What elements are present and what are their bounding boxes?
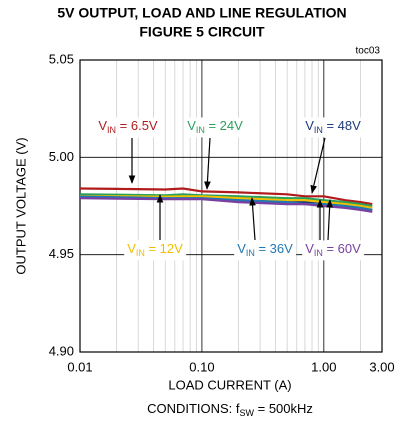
annotation-sub: IN [136, 248, 145, 258]
annotation-sub: IN [196, 125, 205, 135]
annotation-arrow [249, 197, 256, 241]
annotation-text: = 24V [205, 118, 243, 133]
conditions-sub: SW [240, 408, 255, 418]
conditions-text: = 500kHz [254, 401, 313, 416]
annotation-text: V [187, 118, 196, 133]
annotation-text: V [305, 118, 314, 133]
annotation: VIN = 12V [127, 241, 183, 258]
annotation-bg [184, 117, 247, 138]
x-tick-label: 3.00 [369, 359, 394, 374]
y-tick-label: 5.05 [49, 51, 74, 66]
annotation-text: V [98, 118, 107, 133]
y-tick-label: 4.95 [49, 246, 74, 261]
annotation-sub: IN [314, 248, 323, 258]
x-tick-label: 0.10 [189, 359, 214, 374]
chart-title: FIGURE 5 CIRCUIT [139, 24, 265, 40]
annotation-text: = 6.5V [116, 118, 158, 133]
annotation-arrow [310, 137, 326, 194]
annotation-bg [302, 240, 365, 261]
annotation-text: = 48V [323, 118, 361, 133]
annotation-bg [302, 117, 365, 138]
annotation-bg [124, 240, 187, 261]
annotation-text: V [305, 241, 314, 256]
corner-label: toc03 [356, 46, 381, 57]
annotation-arrow [326, 199, 333, 241]
conditions: CONDITIONS: fSW = 500kHz [147, 401, 313, 418]
conditions-text: CONDITIONS: f [147, 401, 240, 416]
y-axis-label: OUTPUT VOLTAGE (V) [13, 137, 28, 274]
annotation-text: = 12V [145, 241, 183, 256]
annotation: VIN = 60V [305, 241, 361, 258]
annotation: VIN = 6.5V [98, 118, 158, 135]
annotation-arrow [204, 137, 211, 190]
x-axis-label: LOAD CURRENT (A) [168, 377, 291, 392]
x-tick-label: 1.00 [311, 359, 336, 374]
y-tick-label: 5.00 [49, 149, 74, 164]
annotation-text: V [237, 241, 246, 256]
y-tick-label: 4.90 [49, 343, 74, 358]
series-line [79, 187, 373, 206]
annotation-sub: IN [314, 125, 323, 135]
annotation: VIN = 24V [187, 118, 243, 135]
plot-border [79, 59, 383, 353]
annotation-sub: IN [246, 248, 255, 258]
annotation-sub: IN [107, 125, 116, 135]
chart-title: 5V OUTPUT, LOAD AND LINE REGULATION [57, 5, 346, 21]
annotation-bg [95, 117, 161, 138]
annotation-bg [234, 240, 297, 261]
annotation: VIN = 36V [237, 241, 293, 258]
annotation-text: = 60V [323, 241, 361, 256]
annotation-text: V [127, 241, 136, 256]
x-tick-label: 0.01 [67, 359, 92, 374]
annotation: VIN = 48V [305, 118, 361, 135]
annotation-text: = 36V [255, 241, 293, 256]
